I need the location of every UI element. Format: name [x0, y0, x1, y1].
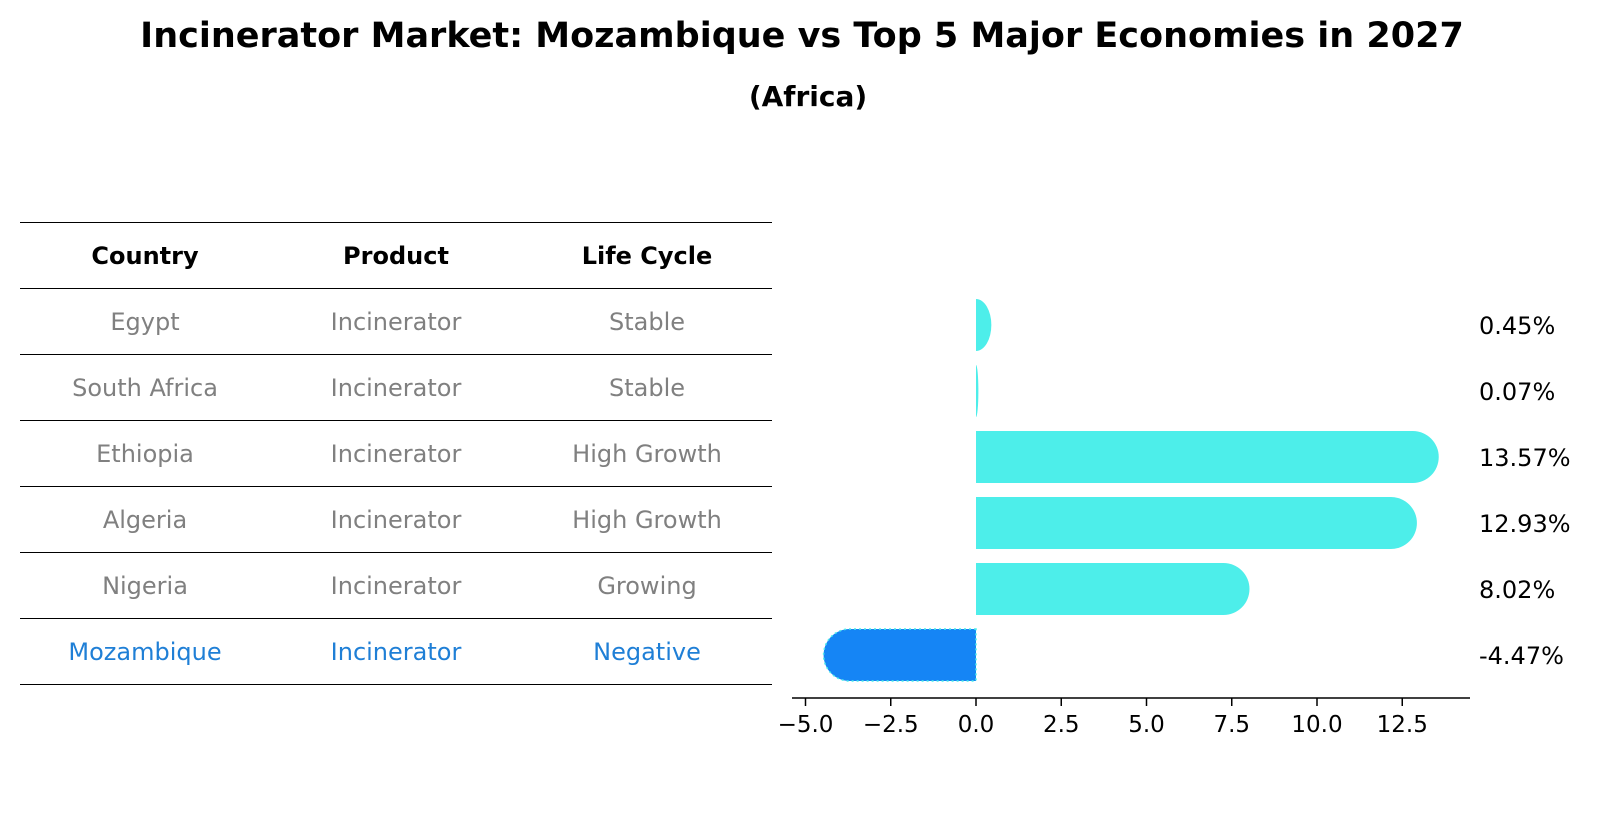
life-cycle-cell: Stable: [608, 373, 686, 402]
product-cell: Incinerator: [330, 373, 462, 402]
country-cell: Egypt: [110, 307, 180, 336]
life-cycle-cell: High Growth: [572, 505, 722, 534]
x-tick-label: 5.0: [1128, 712, 1165, 738]
product-cell: Incinerator: [330, 637, 462, 666]
bar-nigeria: [976, 563, 1250, 615]
table-row-highlighted: Mozambique Incinerator Negative: [20, 618, 772, 685]
product-cell: Incinerator: [330, 505, 462, 534]
x-tick-label: 12.5: [1377, 712, 1428, 738]
country-cell: Mozambique: [68, 637, 222, 666]
life-cycle-cell: Negative: [593, 637, 701, 666]
table-row: South Africa Incinerator Stable: [20, 354, 772, 420]
x-tick-label: −2.5: [863, 712, 919, 738]
table-row: Nigeria Incinerator Growing: [20, 552, 772, 618]
bar-egypt: [976, 299, 992, 351]
x-tick-label: −5.0: [778, 712, 834, 738]
bar-value-label: -4.47%: [1479, 642, 1564, 670]
bar-value-label: 0.07%: [1479, 378, 1555, 406]
country-cell: Nigeria: [102, 571, 188, 600]
header-life-cycle: Life Cycle: [581, 241, 713, 270]
product-cell: Incinerator: [330, 571, 462, 600]
bar-value-label: 13.57%: [1479, 444, 1571, 472]
product-cell: Incinerator: [330, 307, 462, 336]
table-header-row: Country Product Life Cycle: [20, 222, 772, 288]
x-tick-label: 10.0: [1291, 712, 1342, 738]
bar-algeria: [976, 497, 1417, 549]
bar-value-label: 0.45%: [1479, 312, 1555, 340]
chart-subtitle: (Africa): [748, 80, 868, 113]
bar-value-label: 12.93%: [1479, 510, 1571, 538]
bar-ethiopia: [976, 431, 1439, 483]
table-row: Ethiopia Incinerator High Growth: [20, 420, 772, 486]
country-cell: Algeria: [102, 505, 188, 534]
bar-mozambique: [822, 628, 977, 682]
chart-title: Incinerator Market: Mozambique vs Top 5 …: [140, 16, 1464, 56]
bar-value-label: 8.02%: [1479, 576, 1555, 604]
header-product: Product: [343, 241, 449, 270]
country-cell: South Africa: [72, 373, 218, 402]
x-tick-label: 0.0: [958, 712, 995, 738]
comparison-table: Country Product Life Cycle Egypt Inciner…: [20, 222, 772, 685]
product-cell: Incinerator: [330, 439, 462, 468]
bar-south-africa: [976, 365, 979, 417]
life-cycle-cell: Growing: [597, 571, 697, 600]
life-cycle-cell: High Growth: [572, 439, 722, 468]
country-cell: Ethiopia: [96, 439, 194, 468]
x-tick-label: 2.5: [1043, 712, 1080, 738]
table-row: Algeria Incinerator High Growth: [20, 486, 772, 552]
header-country: Country: [91, 241, 199, 270]
x-tick-label: 7.5: [1213, 712, 1250, 738]
life-cycle-cell: Stable: [608, 307, 686, 336]
table-row: Egypt Incinerator Stable: [20, 288, 772, 354]
